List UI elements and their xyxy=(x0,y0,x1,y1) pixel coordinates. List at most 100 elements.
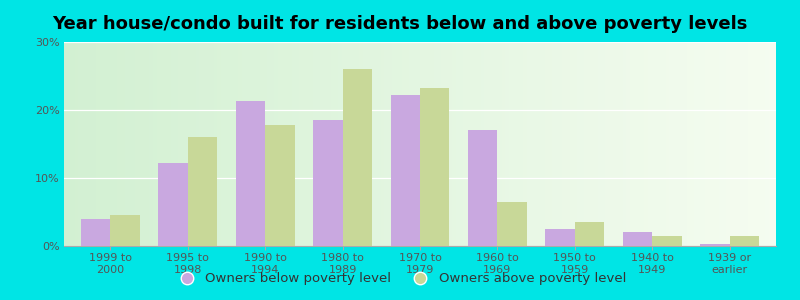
Bar xyxy=(349,42,352,246)
Bar xyxy=(430,42,434,246)
Bar xyxy=(545,42,548,246)
Bar xyxy=(266,125,294,246)
Bar xyxy=(662,42,666,246)
Bar xyxy=(366,42,370,246)
Bar xyxy=(577,42,580,246)
Bar xyxy=(513,42,516,246)
Bar xyxy=(81,219,110,246)
Bar xyxy=(164,42,167,246)
Bar xyxy=(302,42,306,246)
Bar xyxy=(726,42,730,246)
Bar xyxy=(292,42,295,246)
Bar xyxy=(118,42,121,246)
Bar xyxy=(342,69,372,246)
Bar xyxy=(683,42,687,246)
Bar xyxy=(224,42,228,246)
Bar xyxy=(737,42,741,246)
Bar xyxy=(559,42,562,246)
Bar xyxy=(644,42,648,246)
Bar xyxy=(114,42,118,246)
Bar xyxy=(666,42,669,246)
Bar xyxy=(238,42,242,246)
Bar xyxy=(217,42,221,246)
Bar xyxy=(598,42,602,246)
Bar xyxy=(676,42,680,246)
Bar xyxy=(89,42,93,246)
Bar xyxy=(630,42,634,246)
Bar xyxy=(99,42,103,246)
Bar xyxy=(203,42,206,246)
Bar xyxy=(445,42,449,246)
Bar xyxy=(648,42,651,246)
Bar xyxy=(602,42,605,246)
Bar xyxy=(420,88,450,246)
Bar xyxy=(320,42,324,246)
Bar xyxy=(456,42,459,246)
Bar xyxy=(619,42,623,246)
Bar xyxy=(395,42,398,246)
Bar xyxy=(669,42,673,246)
Bar xyxy=(570,42,573,246)
Bar xyxy=(773,42,776,246)
Bar xyxy=(712,42,715,246)
Bar xyxy=(106,42,110,246)
Bar xyxy=(413,42,417,246)
Bar xyxy=(438,42,442,246)
Bar xyxy=(762,42,766,246)
Bar xyxy=(182,42,185,246)
Bar xyxy=(506,42,509,246)
Bar xyxy=(502,42,506,246)
Bar xyxy=(423,42,427,246)
Bar xyxy=(641,42,644,246)
Bar xyxy=(417,42,420,246)
Bar xyxy=(288,42,292,246)
Bar xyxy=(398,42,402,246)
Bar xyxy=(384,42,388,246)
Bar xyxy=(67,42,71,246)
Bar xyxy=(146,42,150,246)
Bar xyxy=(74,42,78,246)
Bar xyxy=(623,42,626,246)
Bar xyxy=(622,232,652,246)
Bar xyxy=(744,42,747,246)
Bar xyxy=(573,42,577,246)
Bar xyxy=(594,42,598,246)
Bar xyxy=(356,42,359,246)
Bar xyxy=(690,42,694,246)
Bar xyxy=(150,42,153,246)
Bar xyxy=(758,42,762,246)
Bar xyxy=(121,42,125,246)
Bar xyxy=(388,42,391,246)
Bar xyxy=(420,42,423,246)
Bar xyxy=(754,42,758,246)
Bar xyxy=(93,42,96,246)
Bar xyxy=(769,42,773,246)
Bar xyxy=(498,202,527,246)
Bar xyxy=(178,42,182,246)
Bar xyxy=(494,42,498,246)
Bar xyxy=(206,42,210,246)
Bar xyxy=(125,42,128,246)
Bar xyxy=(406,42,410,246)
Bar xyxy=(167,42,171,246)
Bar xyxy=(719,42,722,246)
Bar xyxy=(673,42,676,246)
Bar xyxy=(498,42,502,246)
Bar xyxy=(442,42,445,246)
Bar xyxy=(214,42,217,246)
Bar xyxy=(157,42,160,246)
Bar xyxy=(317,42,320,246)
Legend: Owners below poverty level, Owners above poverty level: Owners below poverty level, Owners above… xyxy=(169,267,631,290)
Bar xyxy=(730,42,734,246)
Bar xyxy=(562,42,566,246)
Bar xyxy=(555,42,559,246)
Bar xyxy=(434,42,438,246)
Bar xyxy=(466,42,470,246)
Bar xyxy=(452,42,456,246)
Bar xyxy=(534,42,538,246)
Bar xyxy=(509,42,513,246)
Bar xyxy=(228,42,231,246)
Bar xyxy=(574,222,604,246)
Bar xyxy=(637,42,641,246)
Bar xyxy=(523,42,527,246)
